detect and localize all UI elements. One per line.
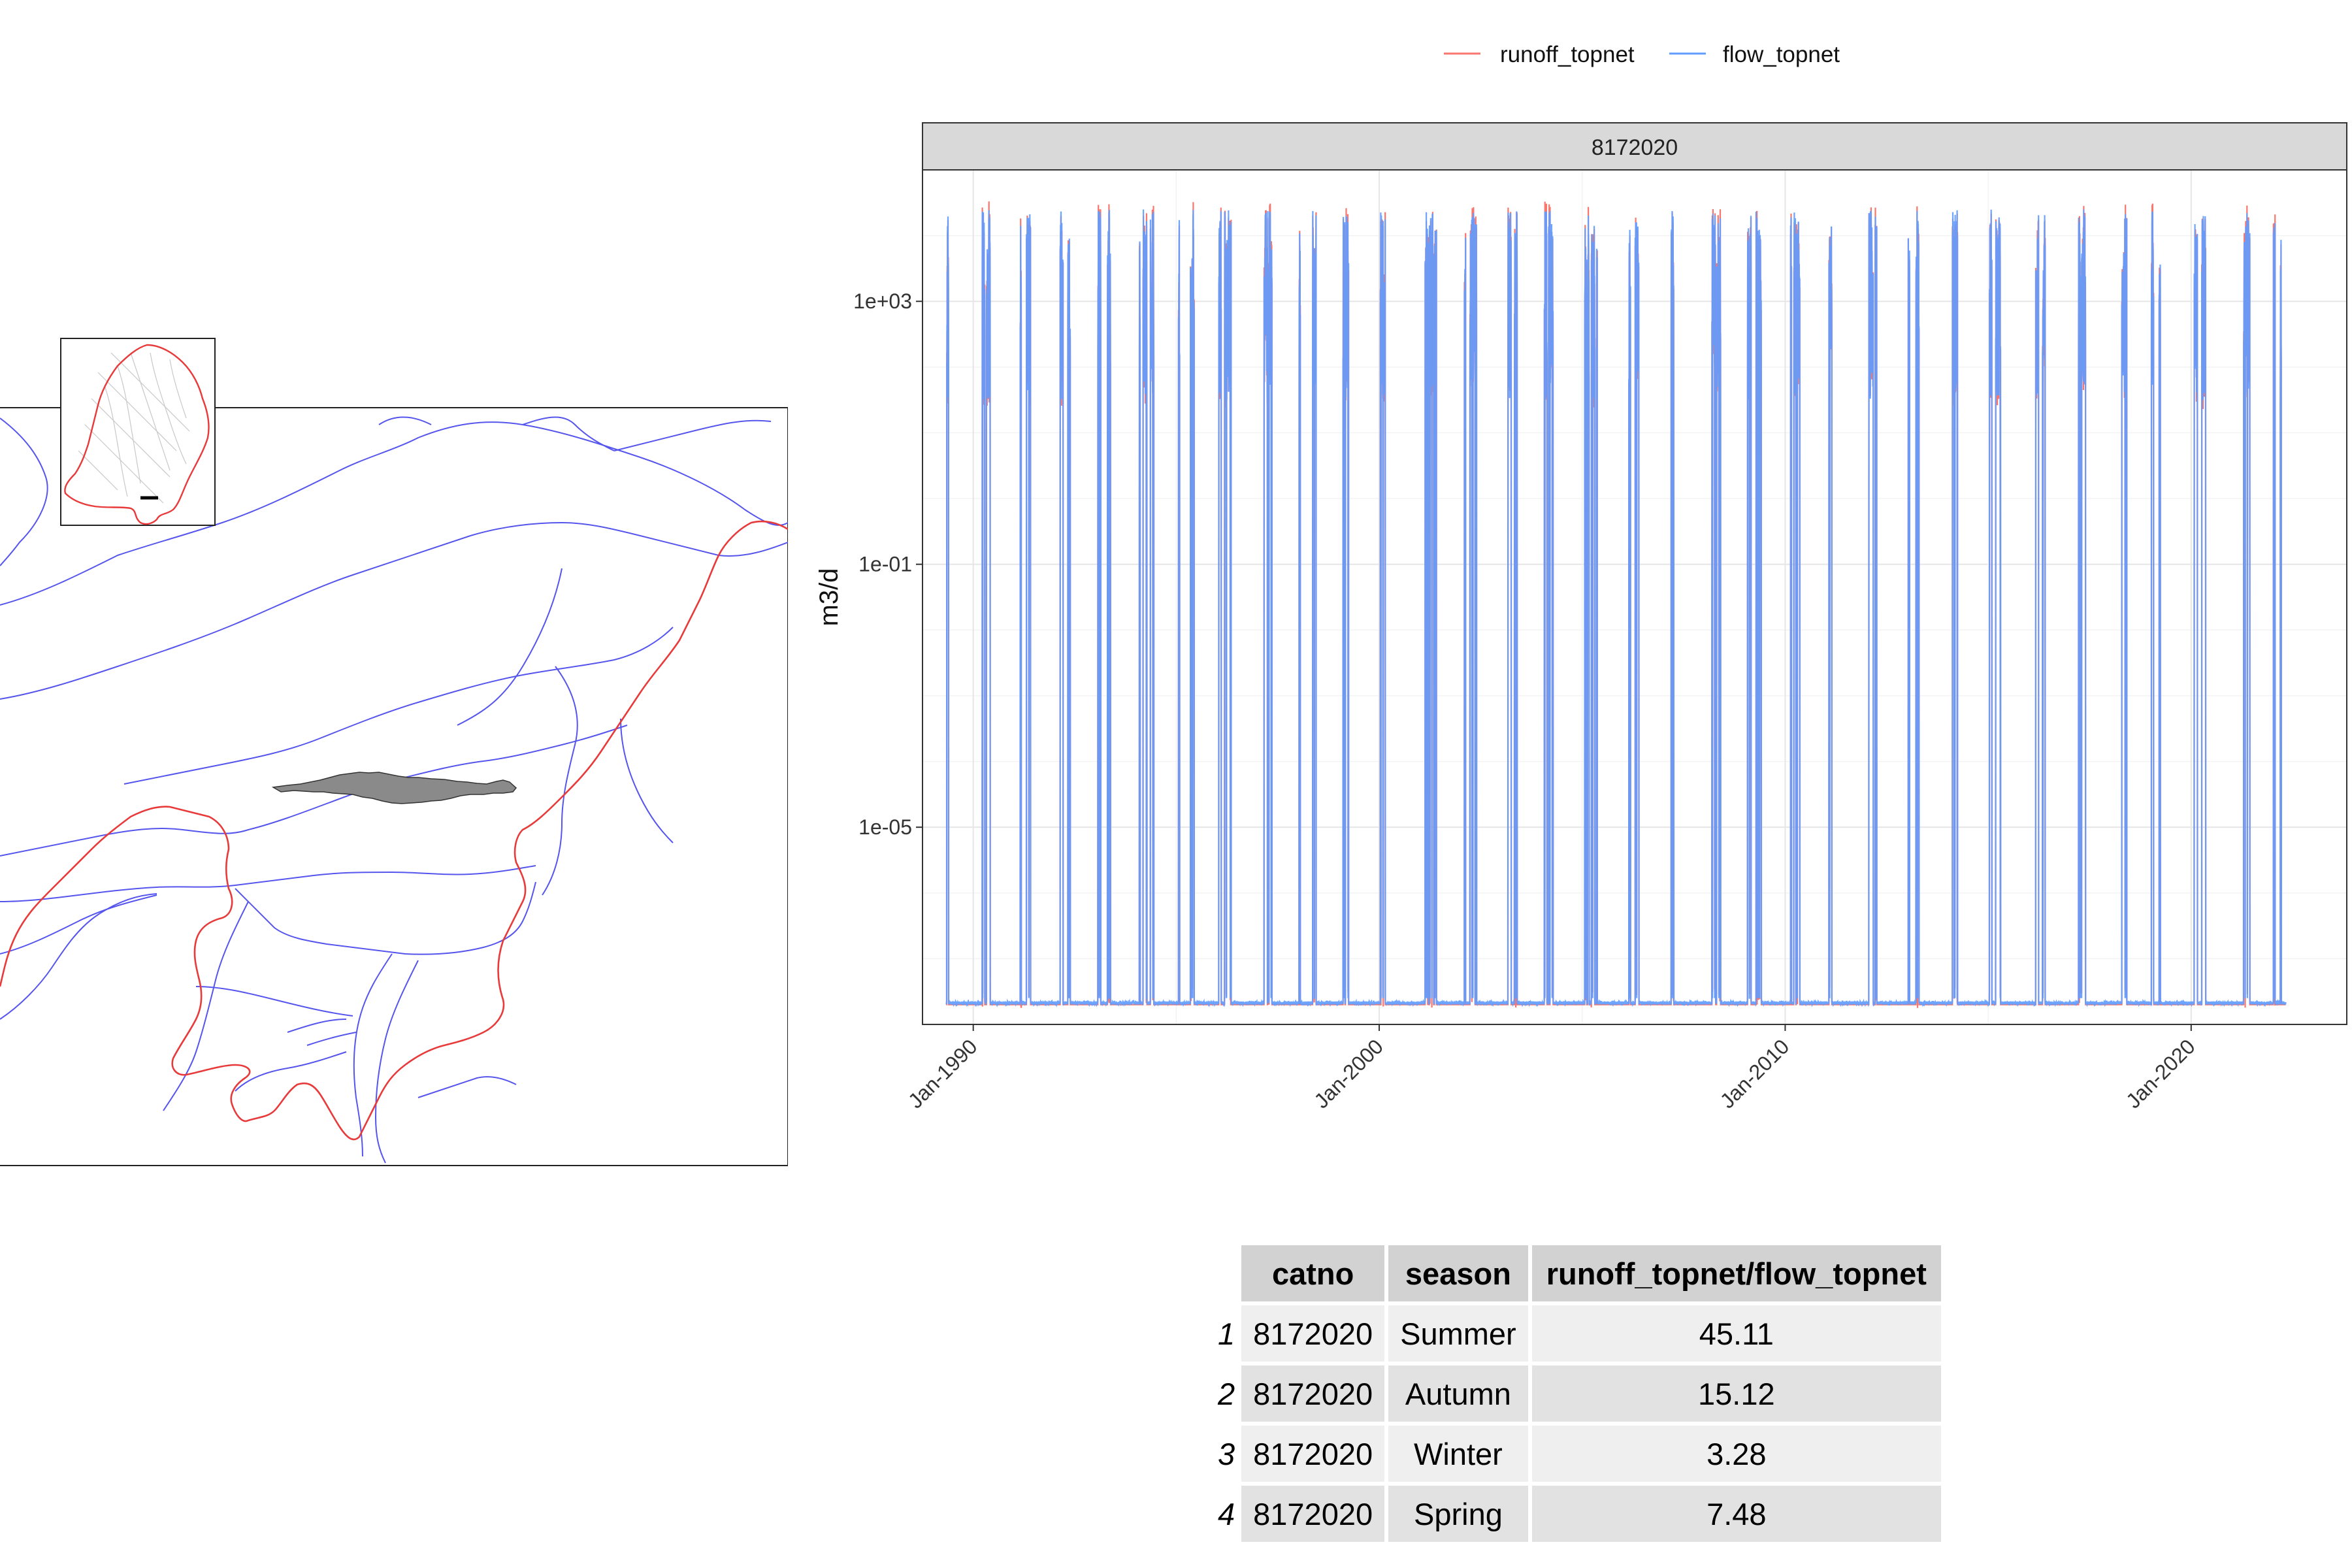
legend: runoff_topnet flow_topnet [1444, 42, 1840, 67]
cell-season: Winter [1388, 1426, 1528, 1482]
x-tick-label: Jan-2010 [1716, 1034, 1794, 1113]
catchment-map [0, 338, 788, 1166]
cell-ratio: 3.28 [1531, 1426, 1941, 1482]
legend-label-flow: flow_topnet [1723, 42, 1840, 67]
summary-table: catno season runoff_topnet/flow_topnet 1… [1202, 1241, 1945, 1546]
series-line-flow-topnet [945, 209, 2287, 1007]
table-row: 3 8172020 Winter 3.28 [1206, 1426, 1941, 1482]
overview-inset [60, 338, 216, 526]
facet-label: 8172020 [1592, 135, 1678, 160]
series-area [945, 201, 2287, 1008]
table-row: 4 8172020 Spring 7.48 [1206, 1486, 1941, 1542]
cell-ratio: 15.12 [1531, 1365, 1941, 1422]
table-row: 2 8172020 Autumn 15.12 [1206, 1365, 1941, 1422]
table-corner [1206, 1245, 1237, 1301]
facet-strip [922, 122, 2347, 171]
cell-season: Autumn [1388, 1365, 1528, 1422]
x-tick-label: Jan-1990 [904, 1034, 982, 1113]
x-tick-label: Jan-2000 [1309, 1034, 1388, 1113]
y-axis-title: m3/d [815, 568, 843, 627]
cell-catno: 8172020 [1241, 1365, 1385, 1422]
y-tick-label: 1e-01 [858, 553, 912, 576]
x-axis: Jan-1990 Jan-2000 Jan-2010 Jan-2020 [904, 1024, 2200, 1113]
x-tick-label: Jan-2020 [2121, 1034, 2200, 1113]
cell-ratio: 7.48 [1531, 1486, 1941, 1542]
cell-ratio: 45.11 [1531, 1305, 1941, 1362]
y-axis: 1e+03 1e-01 1e-05 [853, 289, 923, 839]
row-index: 2 [1218, 1376, 1235, 1411]
y-tick-label: 1e-05 [858, 815, 912, 839]
row-index: 3 [1218, 1436, 1235, 1471]
row-index: 4 [1218, 1496, 1235, 1531]
cell-catno: 8172020 [1241, 1486, 1385, 1542]
cell-catno: 8172020 [1241, 1305, 1385, 1362]
cell-catno: 8172020 [1241, 1426, 1385, 1482]
table-row: 1 8172020 Summer 45.11 [1206, 1305, 1941, 1362]
catchment-polygon [271, 772, 517, 804]
time-series-chart: runoff_topnet flow_topnet 8172020 1e+031… [815, 42, 2347, 1113]
table-header-season: season [1388, 1245, 1528, 1301]
cell-season: Summer [1388, 1305, 1528, 1362]
coastline [0, 520, 788, 1141]
table-header-ratio: runoff_topnet/flow_topnet [1531, 1245, 1941, 1301]
y-tick-label: 1e+03 [853, 289, 912, 313]
river-network [0, 416, 788, 1164]
chart-panel: runoff_topnet flow_topnet 8172020 1e+03 1… [810, 26, 2352, 1150]
row-index: 1 [1218, 1316, 1235, 1351]
legend-label-runoff: runoff_topnet [1500, 42, 1635, 67]
cell-season: Spring [1388, 1486, 1528, 1542]
table-header-catno: catno [1241, 1245, 1385, 1301]
